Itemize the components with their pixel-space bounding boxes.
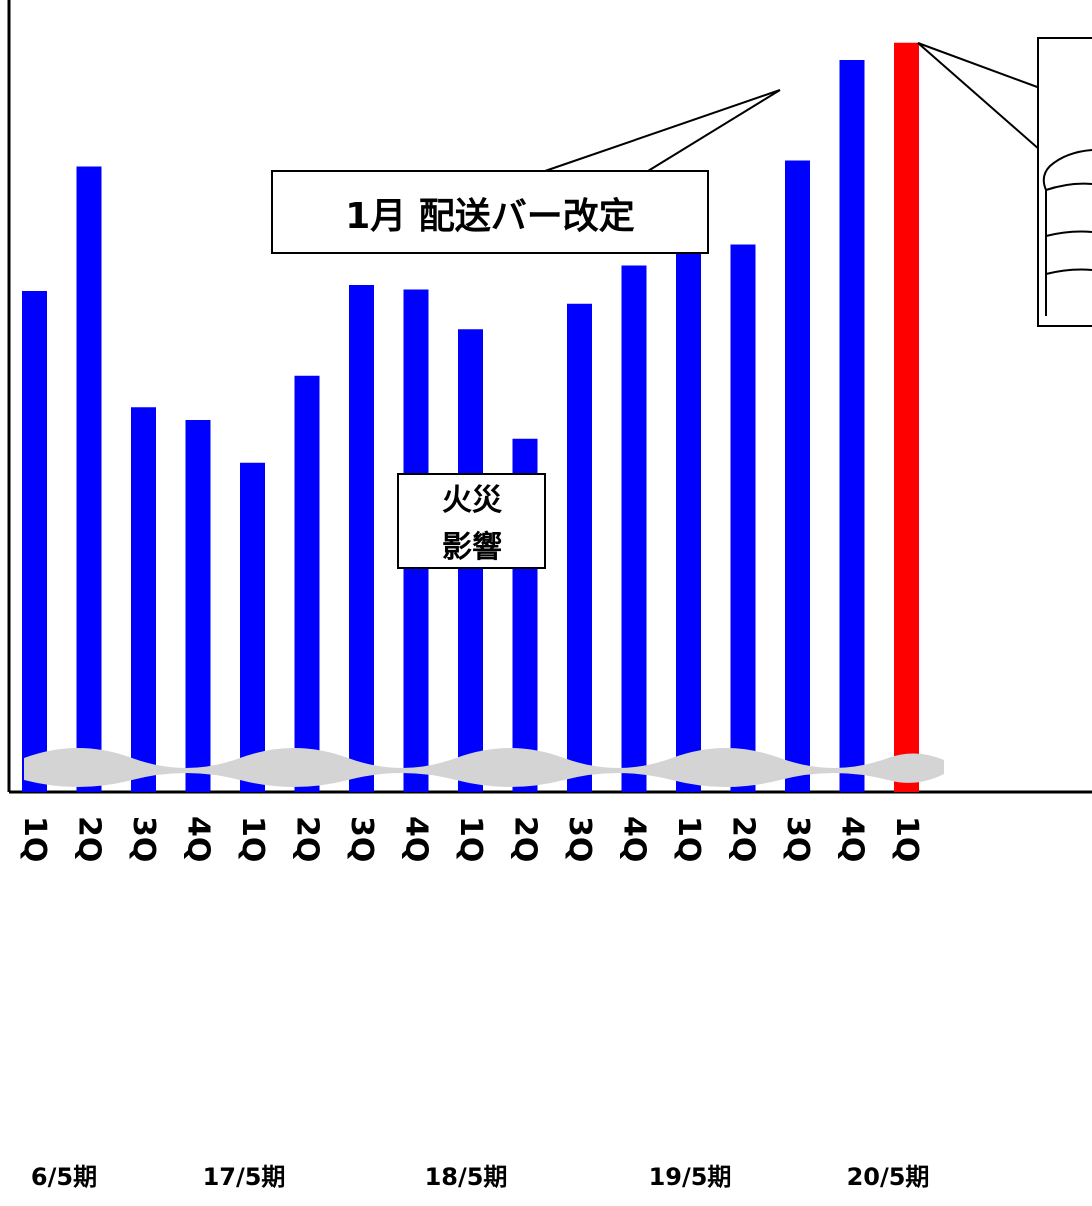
x-tick-label-6: 2Q bbox=[290, 816, 325, 862]
bar-1 bbox=[22, 291, 47, 792]
callout-fire-line1: 火災 bbox=[442, 483, 503, 518]
x-tick-label-4: 4Q bbox=[181, 816, 216, 862]
x-tick-label-11: 3Q bbox=[562, 816, 597, 862]
bar-12 bbox=[621, 265, 647, 792]
x-tick-label-2: 2Q bbox=[72, 816, 107, 862]
bar-4 bbox=[185, 420, 211, 792]
callout-right-illustration bbox=[1042, 149, 1092, 316]
period-label-5: 20/5期 bbox=[847, 1163, 930, 1191]
bars-group bbox=[22, 42, 919, 792]
callout-delivery-text: 1月 配送バー改定 bbox=[345, 196, 635, 237]
x-tick-label-17: 1Q bbox=[889, 816, 924, 862]
period-label-1: 6/5期 bbox=[31, 1163, 97, 1191]
x-tick-label-16: 4Q bbox=[835, 816, 870, 862]
x-tick-label-3: 3Q bbox=[126, 816, 161, 862]
x-tick-label-15: 3Q bbox=[780, 816, 815, 862]
x-tick-label-12: 4Q bbox=[617, 816, 652, 862]
x-tick-label-9: 1Q bbox=[453, 816, 488, 862]
bar-7 bbox=[349, 285, 374, 792]
bar-5 bbox=[240, 462, 265, 792]
callout-delivery-pointer bbox=[544, 89, 781, 172]
x-tick-label-8: 4Q bbox=[399, 816, 434, 862]
bar-16 bbox=[839, 60, 865, 792]
x-tick-label-10: 2Q bbox=[508, 816, 543, 862]
x-tick-label-1: 1Q bbox=[17, 816, 52, 862]
x-tick-label-7: 3Q bbox=[344, 816, 379, 862]
period-label-4: 19/5期 bbox=[649, 1163, 732, 1191]
callout-fire-box bbox=[397, 473, 546, 569]
callout-right-pointer bbox=[917, 42, 1041, 151]
axis-break-band bbox=[24, 748, 944, 787]
bar-14 bbox=[730, 244, 756, 792]
period-label-3: 18/5期 bbox=[425, 1163, 508, 1191]
x-tick-label-13: 1Q bbox=[671, 816, 706, 862]
bar-6 bbox=[294, 375, 320, 792]
callout-fire-line2: 影響 bbox=[442, 530, 502, 565]
period-label-2: 17/5期 bbox=[203, 1163, 286, 1191]
bar-2 bbox=[76, 166, 102, 792]
bar-13 bbox=[676, 252, 701, 792]
callout-delivery-box bbox=[271, 170, 709, 254]
x-tick-label-14: 2Q bbox=[726, 816, 761, 862]
bar-17 bbox=[894, 42, 919, 792]
bar-11 bbox=[567, 303, 592, 792]
quarter-labels: 1Q 2Q 3Q 4Q 1Q 2Q 3Q 4Q 1Q 2Q 3Q 4Q 1Q 2Q 3Q 4Q 1Q bbox=[17, 816, 924, 862]
x-tick-label-5: 1Q bbox=[235, 816, 270, 862]
callout-right-box bbox=[1037, 37, 1092, 327]
bar-3 bbox=[131, 407, 156, 792]
period-labels: 6/5期 17/5期 18/5期 19/5期 20/5期 bbox=[31, 1163, 930, 1191]
bar-15 bbox=[785, 160, 810, 792]
